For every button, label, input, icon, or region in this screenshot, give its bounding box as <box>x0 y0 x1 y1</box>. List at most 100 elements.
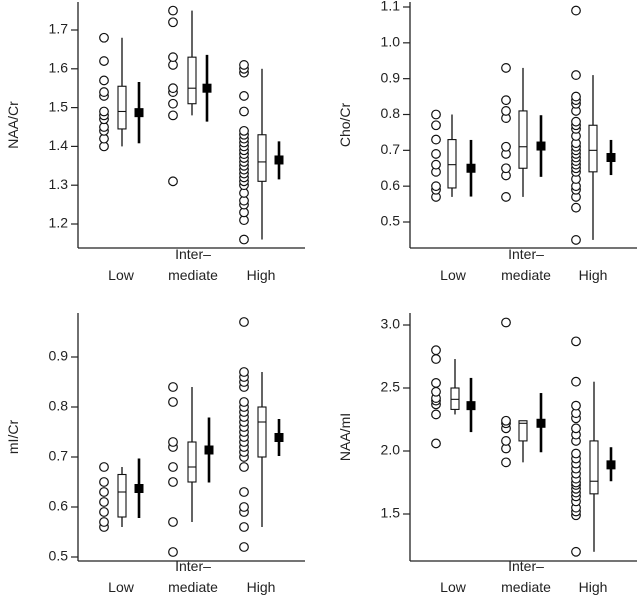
data-point <box>239 487 249 497</box>
iqr-box <box>257 134 267 182</box>
data-point <box>571 423 581 434</box>
mean-marker <box>202 83 212 93</box>
data-point <box>571 546 581 557</box>
x-category-label: Inter– <box>508 558 544 574</box>
y-tick-label: 1.6 <box>49 60 69 76</box>
x-category-label: High <box>579 579 608 595</box>
group-low <box>431 345 476 449</box>
panel-cho-cr: 0.5 0.6 0.7 0.8 0.9 1.0 1.1 Cho/Cr Low Inter– medi… <box>337 0 637 283</box>
mean-marker <box>204 445 214 455</box>
group-high <box>571 5 616 245</box>
data-point <box>168 17 178 28</box>
data-point <box>431 120 441 131</box>
y-axis-label: Cho/Cr <box>337 102 353 147</box>
y-tick-label: 1.3 <box>49 176 69 192</box>
y-tick-label: 1.0 <box>381 34 401 50</box>
y-tick-label: 0.7 <box>49 448 69 464</box>
data-point <box>99 507 109 517</box>
mean-marker <box>536 418 546 428</box>
data-point <box>431 386 441 397</box>
data-point <box>239 367 249 377</box>
data-point <box>239 462 249 472</box>
data-point <box>501 95 511 106</box>
data-point <box>239 106 249 117</box>
data-point <box>571 202 581 213</box>
x-category-label: mediate <box>501 267 551 283</box>
data-point <box>501 192 511 202</box>
data-point <box>431 354 441 364</box>
iqr-box <box>589 440 599 495</box>
x-category-label: mediate <box>168 579 218 595</box>
mean-marker <box>274 433 284 442</box>
data-point <box>168 477 178 487</box>
data-point <box>431 378 441 388</box>
data-point <box>431 409 441 420</box>
group-high <box>239 317 284 552</box>
data-point <box>99 477 109 487</box>
data-point <box>571 235 581 245</box>
x-category-label: High <box>247 579 276 595</box>
data-point <box>168 547 178 557</box>
x-category-label: mediate <box>501 579 551 595</box>
data-point <box>431 345 441 356</box>
mean-marker <box>536 141 546 151</box>
group-intermediate <box>168 5 212 187</box>
data-point <box>168 52 178 63</box>
data-point <box>239 60 249 70</box>
data-point <box>239 125 249 136</box>
x-category-label: Low <box>108 579 135 595</box>
data-point <box>168 437 178 447</box>
y-tick-label: 0.8 <box>49 398 69 414</box>
data-point <box>99 56 109 66</box>
y-tick-label: 0.6 <box>49 498 69 514</box>
iqr-box <box>447 139 457 189</box>
y-tick-label: 1.5 <box>381 505 401 521</box>
y-tick-label: 0.5 <box>381 213 401 229</box>
data-point <box>571 116 581 127</box>
y-tick-label: 2.0 <box>381 442 401 458</box>
data-point <box>501 106 511 116</box>
data-point <box>571 448 581 459</box>
data-point <box>501 141 511 152</box>
y-tick-label: 1.1 <box>381 0 401 14</box>
iqr-box <box>117 85 127 130</box>
data-point <box>168 382 178 392</box>
group-low <box>431 109 476 202</box>
data-point <box>239 522 249 532</box>
y-axis-label: NAA/mI <box>337 413 353 461</box>
data-point <box>239 317 249 327</box>
group-high <box>571 336 616 557</box>
data-point <box>168 5 178 16</box>
mean-marker <box>274 155 284 165</box>
mean-marker <box>466 401 476 411</box>
y-axis-label: NAA/Cr <box>5 101 21 149</box>
data-point <box>431 159 441 170</box>
iqr-box <box>257 406 267 458</box>
y-tick-label: 1.2 <box>49 215 69 231</box>
y-tick-label: 1.4 <box>49 137 69 153</box>
data-point <box>501 63 511 73</box>
y-axis-label: mI/Cr <box>5 420 21 455</box>
data-point <box>431 181 441 192</box>
iqr-box <box>450 387 460 410</box>
x-category-label: Inter– <box>175 558 211 574</box>
data-point <box>239 91 249 101</box>
data-point <box>168 462 178 472</box>
group-high <box>239 60 284 245</box>
group-intermediate <box>168 382 214 557</box>
data-point <box>99 497 109 507</box>
iqr-box <box>518 110 528 169</box>
iqr-box <box>518 420 528 442</box>
data-point <box>99 487 109 497</box>
panel-naa-mi: 1.5 2.0 2.5 3.0 NAA/mI Low Inter– mediate High <box>337 313 637 595</box>
x-category-label: High <box>579 267 608 283</box>
data-point <box>99 517 109 527</box>
x-category-label: Low <box>440 267 467 283</box>
data-point <box>501 436 511 446</box>
mean-marker <box>134 108 144 118</box>
data-point <box>99 462 109 472</box>
x-category-label: Inter– <box>175 246 211 262</box>
data-point <box>571 91 581 102</box>
data-point <box>168 176 178 187</box>
